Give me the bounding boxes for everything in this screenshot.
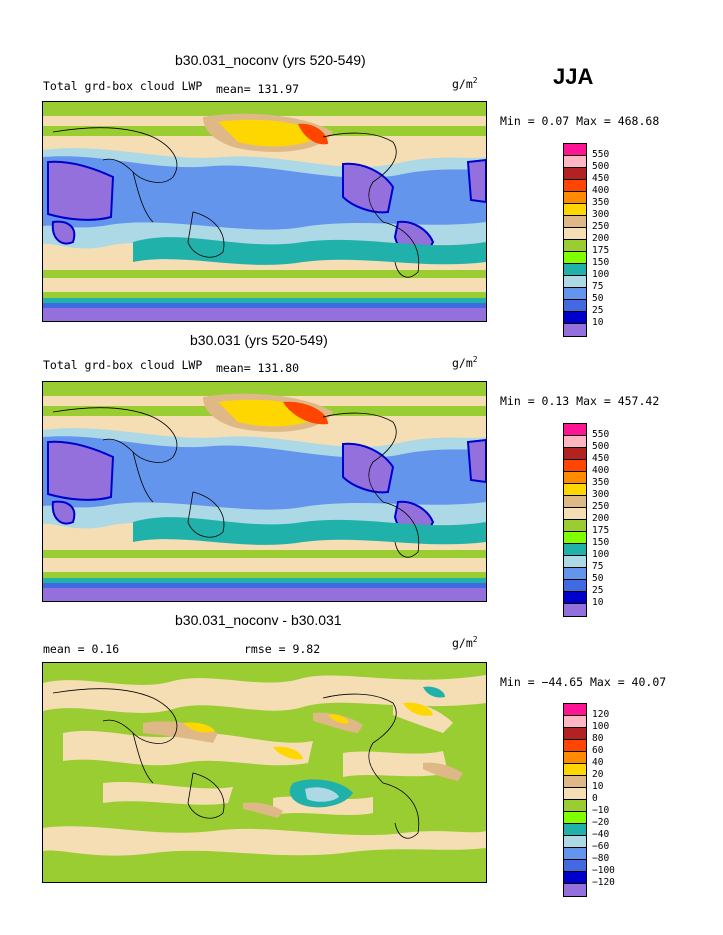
- panel-2-unit: g/m2: [452, 355, 478, 370]
- colorbar-label: 100: [592, 549, 610, 560]
- panel-3-title: b30.031_noconv - b30.031: [175, 612, 342, 628]
- colorbar-label: 40: [592, 757, 604, 768]
- colorbar-label: 60: [592, 745, 604, 756]
- panel-3-map-field: [43, 663, 486, 882]
- panel-3-colorbar: [563, 703, 587, 897]
- colorbar-label: 500: [592, 161, 610, 172]
- panel-1-mean: mean= 131.97: [216, 82, 300, 96]
- colorbar-label: 175: [592, 525, 610, 536]
- panel-3-minmax: Min = −44.65 Max = 40.07: [500, 675, 667, 689]
- panel-3-map: [42, 662, 487, 883]
- panel-1-minmax: Min = 0.07 Max = 468.68: [500, 114, 660, 128]
- colorbar-label: 175: [592, 245, 610, 256]
- colorbar-label: 75: [592, 561, 604, 572]
- panel-1-colorbar: [563, 143, 587, 337]
- colorbar-label: 25: [592, 305, 604, 316]
- colorbar-label: 300: [592, 489, 610, 500]
- colorbar-label: 10: [592, 597, 604, 608]
- panel-3-mean: mean = 0.16: [43, 642, 120, 656]
- colorbar-label: 100: [592, 269, 610, 280]
- colorbar-label: −120: [592, 877, 615, 888]
- panel-2-colorbar-labels: 550 500 450 400 350 300 250 200 175 150 …: [592, 429, 609, 609]
- panel-2-title: b30.031 (yrs 520-549): [190, 332, 328, 348]
- colorbar-label: 25: [592, 585, 604, 596]
- colorbar-label: 50: [592, 573, 604, 584]
- colorbar-label: −100: [592, 865, 615, 876]
- colorbar-label: −10: [592, 805, 610, 816]
- colorbar-label: 550: [592, 149, 610, 160]
- panel-3-colorbar-labels: 120 100 80 60 40 20 10 0 −10 −20 −40 −60…: [592, 709, 615, 889]
- colorbar-label: 250: [592, 221, 610, 232]
- panel-1-map: [42, 101, 487, 322]
- colorbar-label: 0: [592, 793, 598, 804]
- colorbar-label: 150: [592, 537, 610, 548]
- colorbar-label: 150: [592, 257, 610, 268]
- colorbar-label: 400: [592, 465, 610, 476]
- panel-2-minmax: Min = 0.13 Max = 457.42: [500, 394, 660, 408]
- colorbar-label: 350: [592, 197, 610, 208]
- season-label: JJA: [553, 64, 594, 89]
- colorbar-label: −80: [592, 853, 610, 864]
- colorbar-label: 400: [592, 185, 610, 196]
- panel-1-colorbar-box: [564, 144, 586, 156]
- panel-1-title: b30.031_noconv (yrs 520-549): [175, 52, 366, 68]
- colorbar-label: 100: [592, 721, 610, 732]
- colorbar-label: 200: [592, 513, 610, 524]
- colorbar-label: −60: [592, 841, 610, 852]
- colorbar-label: 250: [592, 501, 610, 512]
- colorbar-label: 350: [592, 477, 610, 488]
- panel-3-unit: g/m2: [452, 635, 478, 650]
- colorbar-label: 450: [592, 173, 610, 184]
- panel-2-variable: Total grd-box cloud LWP: [43, 358, 203, 372]
- colorbar-label: 20: [592, 769, 604, 780]
- colorbar-label: 200: [592, 233, 610, 244]
- colorbar-label: 10: [592, 317, 604, 328]
- colorbar-label: 10: [592, 781, 604, 792]
- colorbar-label: 80: [592, 733, 604, 744]
- colorbar-label: 75: [592, 281, 604, 292]
- panel-1-variable: Total grd-box cloud LWP: [43, 79, 203, 93]
- colorbar-label: 450: [592, 453, 610, 464]
- panel-3-rmse: rmse = 9.82: [244, 642, 321, 656]
- colorbar-label: 50: [592, 293, 604, 304]
- colorbar-label: 550: [592, 429, 610, 440]
- colorbar-label: −20: [592, 817, 610, 828]
- panel-1-unit: g/m2: [452, 76, 478, 91]
- panel-1-colorbar-labels: 550 500 450 400 350 300 250 200 175 150 …: [592, 149, 609, 329]
- panel-2-colorbar: [563, 423, 587, 617]
- panel-1-map-field: [43, 102, 486, 321]
- colorbar-label: 300: [592, 209, 610, 220]
- colorbar-label: 120: [592, 709, 610, 720]
- panel-2-map: [42, 381, 487, 602]
- panel-2-map-field: [43, 382, 486, 601]
- panel-2-mean: mean= 131.80: [216, 361, 300, 375]
- colorbar-label: −40: [592, 829, 610, 840]
- colorbar-label: 500: [592, 441, 610, 452]
